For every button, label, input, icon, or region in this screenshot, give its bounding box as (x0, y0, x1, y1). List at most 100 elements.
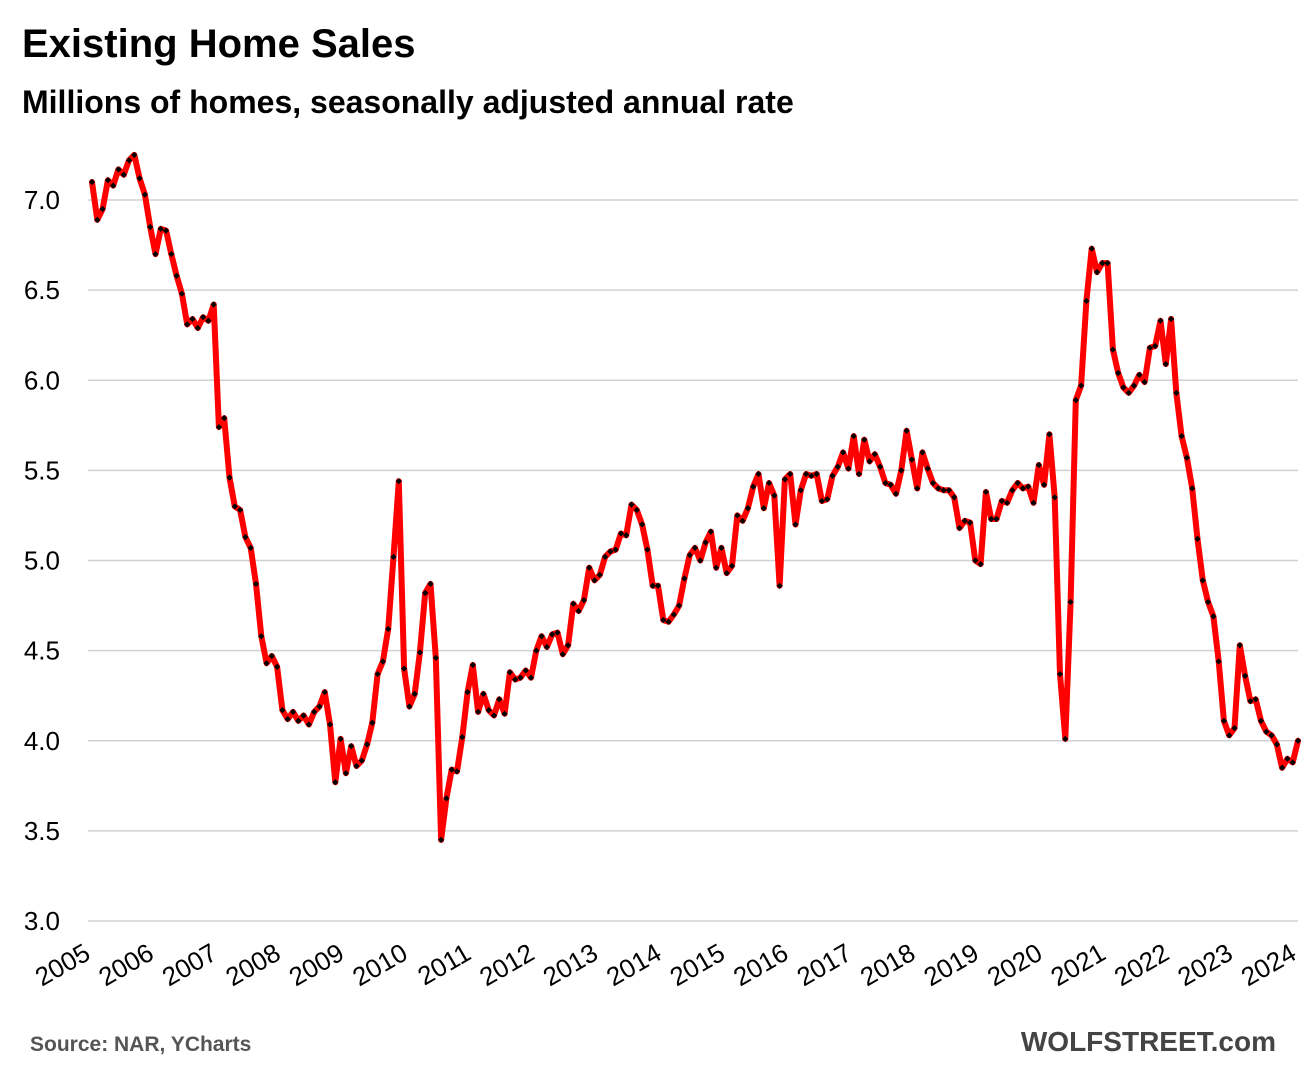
x-tick-label: 2012 (474, 937, 539, 992)
data-point (549, 631, 556, 638)
data-point (882, 479, 889, 487)
data-point (601, 553, 609, 561)
data-point (1078, 382, 1085, 389)
data-point (570, 600, 577, 607)
data-point (877, 463, 884, 470)
data-point (676, 602, 683, 609)
series-layer (88, 151, 1302, 843)
data-point (1215, 658, 1222, 665)
x-tick-label: 2005 (30, 937, 95, 992)
data-point (1056, 670, 1064, 678)
data-point (226, 474, 233, 481)
data-point (1072, 396, 1079, 404)
data-point (1194, 535, 1201, 542)
data-point (168, 250, 175, 258)
data-point (702, 539, 709, 546)
data-point (734, 512, 741, 519)
data-point (644, 546, 651, 553)
data-point (961, 517, 968, 524)
data-point (1035, 461, 1042, 469)
x-tick-label: 2006 (93, 937, 158, 992)
data-point (1109, 346, 1116, 353)
data-point (1210, 613, 1217, 620)
data-point (1268, 732, 1275, 739)
data-point (596, 571, 603, 579)
data-point (765, 479, 773, 487)
data-point (152, 250, 159, 258)
y-tick-label: 6.5 (24, 275, 60, 305)
chart-title: Existing Home Sales (22, 22, 416, 66)
data-point (1231, 725, 1238, 732)
data-point (670, 611, 677, 618)
y-tick-label: 6.0 (24, 365, 60, 395)
y-tick-label: 3.0 (24, 906, 60, 936)
gridlines (88, 199, 1298, 922)
data-point (707, 528, 714, 535)
data-point (988, 515, 995, 523)
data-point (236, 506, 244, 514)
data-point (723, 570, 730, 577)
data-point (342, 770, 350, 777)
data-point (1294, 737, 1302, 744)
data-point (1273, 741, 1280, 748)
data-point (1289, 759, 1296, 766)
data-point (956, 524, 963, 532)
data-point (612, 546, 619, 553)
data-point (120, 171, 127, 178)
data-point (1120, 384, 1127, 391)
y-tick-label: 4.5 (24, 636, 60, 666)
y-axis-ticks: 3.0 3.5 4.0 4.5 5.0 5.5 6.0 6.5 7.0 (24, 185, 60, 936)
data-point (432, 654, 439, 661)
x-tick-label: 2011 (412, 937, 475, 991)
data-point (892, 490, 900, 497)
data-point (332, 779, 339, 786)
data-point (162, 227, 170, 234)
data-point (527, 674, 535, 681)
data-point (1067, 598, 1074, 606)
y-tick-label: 7.0 (24, 185, 60, 215)
data-point (929, 479, 937, 487)
data-point (517, 674, 524, 681)
data-point (1279, 764, 1286, 771)
data-point (1252, 696, 1259, 703)
data-point (411, 690, 418, 697)
data-point (385, 625, 392, 633)
data-point (691, 544, 699, 551)
data-point (353, 762, 360, 770)
x-tick-label: 2023 (1172, 937, 1237, 992)
x-tick-label: 2013 (538, 937, 603, 992)
data-point (1204, 598, 1212, 606)
x-tick-label: 2019 (919, 937, 984, 992)
data-point (1062, 735, 1069, 743)
data-point (221, 414, 228, 422)
data-point (1046, 431, 1053, 438)
data-point (1146, 344, 1154, 351)
data-point (99, 205, 106, 213)
data-point (374, 670, 381, 678)
data-point (559, 651, 566, 658)
x-tick-label: 2020 (982, 937, 1047, 992)
x-tick-label: 2021 (1045, 937, 1110, 992)
data-point (1247, 697, 1254, 705)
data-point (141, 191, 149, 198)
y-tick-label: 3.5 (24, 816, 60, 846)
data-point (718, 544, 725, 551)
data-point (993, 515, 1000, 523)
x-tick-label: 2010 (347, 937, 412, 992)
data-point (379, 658, 387, 665)
data-point (490, 712, 498, 719)
data-point (966, 519, 974, 526)
data-point (104, 177, 111, 184)
data-point (660, 616, 667, 624)
data-point (1030, 499, 1037, 506)
data-point (977, 560, 984, 568)
data-point (1040, 481, 1048, 488)
data-point (533, 647, 540, 654)
data-point (654, 582, 662, 589)
x-tick-label: 2007 (157, 937, 222, 992)
data-point (279, 706, 286, 714)
source-note: Source: NAR, YCharts (30, 1033, 252, 1056)
data-point (1173, 389, 1180, 396)
data-point (1220, 717, 1228, 725)
